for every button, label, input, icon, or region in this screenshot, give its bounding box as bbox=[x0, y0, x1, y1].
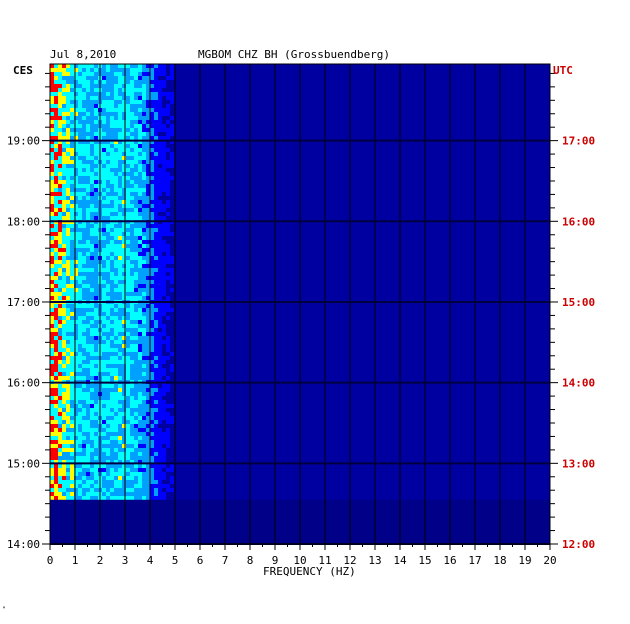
x-tick-label-8: 8 bbox=[247, 554, 254, 567]
x-tick-label-9: 9 bbox=[272, 554, 279, 567]
right-y-label-13:00: 13:00 bbox=[562, 457, 595, 470]
left-y-label-19:00: 19:00 bbox=[7, 135, 40, 148]
x-tick-label-19: 19 bbox=[518, 554, 531, 567]
x-tick-label-4: 4 bbox=[147, 554, 154, 567]
x-tick-label-12: 12 bbox=[343, 554, 356, 567]
x-tick-label-16: 16 bbox=[443, 554, 456, 567]
x-tick-label-14: 14 bbox=[393, 554, 407, 567]
x-tick-label-5: 5 bbox=[172, 554, 179, 567]
x-tick-label-18: 18 bbox=[493, 554, 506, 567]
x-tick-label-1: 1 bbox=[72, 554, 79, 567]
left-y-label-16:00: 16:00 bbox=[7, 377, 40, 390]
x-tick-label-10: 10 bbox=[293, 554, 306, 567]
x-tick-label-6: 6 bbox=[197, 554, 204, 567]
x-tick-label-11: 11 bbox=[318, 554, 331, 567]
x-tick-label-17: 17 bbox=[468, 554, 481, 567]
right-timezone-label: UTC bbox=[553, 64, 573, 77]
x-tick-label-2: 2 bbox=[97, 554, 104, 567]
x-tick-label-3: 3 bbox=[122, 554, 129, 567]
right-y-label-16:00: 16:00 bbox=[562, 215, 595, 228]
corner-mark: " bbox=[2, 606, 6, 613]
x-tick-label-20: 20 bbox=[543, 554, 556, 567]
left-y-label-17:00: 17:00 bbox=[7, 296, 40, 309]
station-title: MGBOM CHZ BH (Grossbuendberg) bbox=[198, 48, 391, 61]
right-y-label-17:00: 17:00 bbox=[562, 135, 595, 148]
x-tick-label-0: 0 bbox=[47, 554, 54, 567]
right-y-label-12:00: 12:00 bbox=[562, 538, 595, 551]
right-y-label-14:00: 14:00 bbox=[562, 377, 595, 390]
left-timezone-label: CES bbox=[13, 64, 33, 77]
x-tick-label-7: 7 bbox=[222, 554, 229, 567]
x-axis-label: FREQUENCY (HZ) bbox=[263, 565, 356, 578]
right-y-label-15:00: 15:00 bbox=[562, 296, 595, 309]
left-y-label-14:00: 14:00 bbox=[7, 538, 40, 551]
date-label: Jul 8,2010 bbox=[50, 48, 117, 61]
x-tick-label-13: 13 bbox=[368, 554, 381, 567]
x-tick-label-15: 15 bbox=[418, 554, 431, 567]
left-y-label-15:00: 15:00 bbox=[7, 457, 40, 470]
left-y-label-18:00: 18:00 bbox=[7, 215, 40, 228]
spectrogram-cells bbox=[50, 64, 174, 500]
